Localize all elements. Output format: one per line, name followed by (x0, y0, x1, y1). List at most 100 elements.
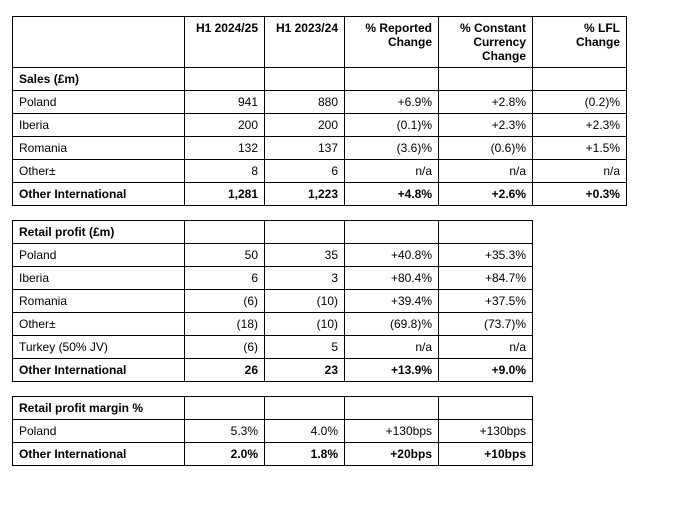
cell-value: 50 (185, 244, 265, 267)
header-line: Currency (473, 35, 526, 49)
table-row: Iberia 6 3 +80.4% +84.7% (13, 267, 533, 290)
cell-value: +130bps (439, 420, 533, 443)
header-lfl-change: % LFL Change (533, 17, 627, 68)
row-label: Poland (13, 420, 185, 443)
cell-value: +10bps (439, 443, 533, 466)
row-label: Other± (13, 313, 185, 336)
cell-value: 132 (185, 137, 265, 160)
cell-value: 6 (265, 160, 345, 183)
header-line: % LFL (584, 21, 620, 35)
sales-table: H1 2024/25 H1 2023/24 % Reported Change … (12, 16, 627, 206)
cell-value: n/a (345, 336, 439, 359)
cell-value: (0.6)% (439, 137, 533, 160)
total-row: Other International 26 23 +13.9% +9.0% (13, 359, 533, 382)
margin-table: Retail profit margin % Poland 5.3% 4.0% … (12, 396, 533, 466)
cell-value: +2.8% (439, 91, 533, 114)
cell-value: +2.6% (439, 183, 533, 206)
cell-value: 1,223 (265, 183, 345, 206)
cell-value: 6 (185, 267, 265, 290)
cell-value: 26 (185, 359, 265, 382)
header-line: % Reported (365, 21, 432, 35)
header-line: Change (576, 35, 620, 49)
section-heading-row: Retail profit margin % (13, 397, 533, 420)
cell-value: (0.1)% (345, 114, 439, 137)
cell-value: n/a (439, 336, 533, 359)
cell-value: (0.2)% (533, 91, 627, 114)
table-row: Poland 5.3% 4.0% +130bps +130bps (13, 420, 533, 443)
cell-value: 941 (185, 91, 265, 114)
header-h1-2024-25: H1 2024/25 (185, 17, 265, 68)
row-label: Romania (13, 290, 185, 313)
header-constant-currency-change: % Constant Currency Change (439, 17, 533, 68)
row-label: Iberia (13, 114, 185, 137)
cell-value: +2.3% (533, 114, 627, 137)
cell-value: +130bps (345, 420, 439, 443)
row-label: Poland (13, 244, 185, 267)
sales-heading: Sales (£m) (13, 68, 185, 91)
cell-value: +0.3% (533, 183, 627, 206)
cell-value: (10) (265, 290, 345, 313)
cell-value: n/a (439, 160, 533, 183)
cell-value: +40.8% (345, 244, 439, 267)
table-row: Other± 8 6 n/a n/a n/a (13, 160, 627, 183)
cell-value: 200 (265, 114, 345, 137)
cell-value: +35.3% (439, 244, 533, 267)
row-label: Poland (13, 91, 185, 114)
cell-value: (18) (185, 313, 265, 336)
total-row: Other International 2.0% 1.8% +20bps +10… (13, 443, 533, 466)
cell-value: 8 (185, 160, 265, 183)
cell-value: (6) (185, 290, 265, 313)
profit-heading: Retail profit (£m) (13, 221, 185, 244)
cell-value: 137 (265, 137, 345, 160)
cell-value: 1.8% (265, 443, 345, 466)
cell-value: (3.6)% (345, 137, 439, 160)
cell-value: 23 (265, 359, 345, 382)
cell-value: (10) (265, 313, 345, 336)
cell-value: +2.3% (439, 114, 533, 137)
cell-value: 1,281 (185, 183, 265, 206)
row-label: Iberia (13, 267, 185, 290)
table-row: Romania (6) (10) +39.4% +37.5% (13, 290, 533, 313)
total-row: Other International 1,281 1,223 +4.8% +2… (13, 183, 627, 206)
cell-value: 4.0% (265, 420, 345, 443)
cell-value: 2.0% (185, 443, 265, 466)
row-label: Other International (13, 443, 185, 466)
cell-value: 3 (265, 267, 345, 290)
header-line: % Constant (460, 21, 526, 35)
cell-value: n/a (345, 160, 439, 183)
header-blank (13, 17, 185, 68)
cell-value: (69.8)% (345, 313, 439, 336)
cell-value: +39.4% (345, 290, 439, 313)
cell-value: 5 (265, 336, 345, 359)
table-row: Other± (18) (10) (69.8)% (73.7)% (13, 313, 533, 336)
cell-value: +80.4% (345, 267, 439, 290)
row-label: Romania (13, 137, 185, 160)
table-row: Turkey (50% JV) (6) 5 n/a n/a (13, 336, 533, 359)
row-label: Other International (13, 183, 185, 206)
row-label: Other± (13, 160, 185, 183)
header-h1-2023-24: H1 2023/24 (265, 17, 345, 68)
cell-value: +9.0% (439, 359, 533, 382)
cell-value: +20bps (345, 443, 439, 466)
section-heading-row: Retail profit (£m) (13, 221, 533, 244)
header-row: H1 2024/25 H1 2023/24 % Reported Change … (13, 17, 627, 68)
header-line: Change (482, 49, 526, 63)
cell-value: +13.9% (345, 359, 439, 382)
row-label: Other International (13, 359, 185, 382)
section-heading-row: Sales (£m) (13, 68, 627, 91)
table-row: Romania 132 137 (3.6)% (0.6)% +1.5% (13, 137, 627, 160)
cell-value: (6) (185, 336, 265, 359)
table-row: Poland 941 880 +6.9% +2.8% (0.2)% (13, 91, 627, 114)
cell-value: +1.5% (533, 137, 627, 160)
header-line: Change (388, 35, 432, 49)
table-row: Poland 50 35 +40.8% +35.3% (13, 244, 533, 267)
cell-value: +37.5% (439, 290, 533, 313)
table-row: Iberia 200 200 (0.1)% +2.3% +2.3% (13, 114, 627, 137)
header-reported-change: % Reported Change (345, 17, 439, 68)
margin-heading: Retail profit margin % (13, 397, 185, 420)
cell-value: +6.9% (345, 91, 439, 114)
cell-value: n/a (533, 160, 627, 183)
cell-value: (73.7)% (439, 313, 533, 336)
cell-value: +84.7% (439, 267, 533, 290)
cell-value: 35 (265, 244, 345, 267)
